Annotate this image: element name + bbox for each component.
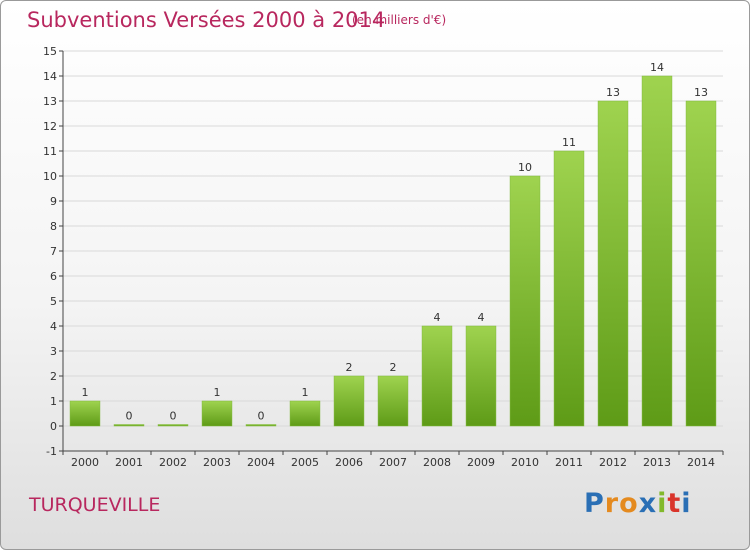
bar-value-label: 0 [170, 410, 177, 423]
bars [69, 75, 717, 427]
logo-letter: x [638, 488, 658, 519]
bar-value-label: 1 [302, 386, 309, 399]
x-tick-label: 2012 [599, 456, 627, 469]
bar [641, 75, 673, 427]
y-tick-label: 2 [50, 370, 57, 383]
bar-value-label: 2 [346, 361, 353, 374]
x-tick-label: 2013 [643, 456, 671, 469]
bar-value-label: 11 [562, 136, 576, 149]
bar [509, 175, 541, 427]
logo-letter: i [681, 488, 692, 519]
y-tick-label: 0 [50, 420, 57, 433]
x-tick-label: 2003 [203, 456, 231, 469]
y-tick-label: 11 [43, 145, 57, 158]
y-tick-label: 3 [50, 345, 57, 358]
bar-value-label: 4 [434, 311, 441, 324]
bar-value-label: 0 [126, 410, 133, 423]
logo-letter: t [667, 488, 682, 519]
x-tick-label: 2009 [467, 456, 495, 469]
y-tick-label: 15 [43, 45, 57, 58]
logo-letter: i [657, 488, 668, 519]
axes [59, 50, 724, 455]
chart-title: Subventions Versées 2000 à 2014 [27, 8, 386, 32]
bar-value-label: 0 [258, 410, 265, 423]
logo-letter: r [604, 488, 620, 519]
bar-value-label: 13 [694, 86, 708, 99]
bar [597, 100, 629, 427]
bar [245, 424, 277, 427]
y-tick-label: 4 [50, 320, 57, 333]
bar-value-label: 1 [82, 386, 89, 399]
y-tick-label: 9 [50, 195, 57, 208]
y-tick-label: 5 [50, 295, 57, 308]
bar [553, 150, 585, 427]
commune-name: TURQUEVILLE [29, 494, 161, 516]
bar-value-label: 4 [478, 311, 485, 324]
bar [113, 424, 145, 427]
x-tick-label: 2010 [511, 456, 539, 469]
proxiti-logo[interactable]: Proxiti [584, 488, 692, 519]
logo-letter: P [584, 488, 605, 519]
y-tick-label: 14 [43, 70, 57, 83]
x-tick-label: 2004 [247, 456, 275, 469]
logo-letter: o [619, 488, 639, 519]
x-tick-label: 2000 [71, 456, 99, 469]
bar [465, 325, 497, 427]
x-tick-label: 2006 [335, 456, 363, 469]
x-tick-label: 2005 [291, 456, 319, 469]
bar [333, 375, 365, 427]
bar [289, 400, 321, 427]
x-tick-label: 2002 [159, 456, 187, 469]
bar [201, 400, 233, 427]
bar-value-label: 13 [606, 86, 620, 99]
bar [685, 100, 717, 427]
y-tick-label: 12 [43, 120, 57, 133]
y-tick-label: 13 [43, 95, 57, 108]
x-tick-label: 2008 [423, 456, 451, 469]
x-tick-label: 2014 [687, 456, 715, 469]
bar [377, 375, 409, 427]
x-tick-label: 2011 [555, 456, 583, 469]
y-tick-label: 7 [50, 245, 57, 258]
x-tick-label: 2001 [115, 456, 143, 469]
x-tick-label: 2007 [379, 456, 407, 469]
bar-value-label: 2 [390, 361, 397, 374]
bar [421, 325, 453, 427]
y-tick-label: -1 [46, 445, 57, 458]
bar-value-label: 14 [650, 61, 664, 74]
y-tick-label: 1 [50, 395, 57, 408]
bar [69, 400, 101, 427]
chart-subtitle: (en milliers d'€) [352, 13, 447, 27]
labels: -101234567891011121314151200002001020021… [43, 45, 715, 469]
y-tick-label: 8 [50, 220, 57, 233]
bar-value-label: 1 [214, 386, 221, 399]
y-tick-label: 10 [43, 170, 57, 183]
y-tick-label: 6 [50, 270, 57, 283]
bar [157, 424, 189, 427]
bar-value-label: 10 [518, 161, 532, 174]
